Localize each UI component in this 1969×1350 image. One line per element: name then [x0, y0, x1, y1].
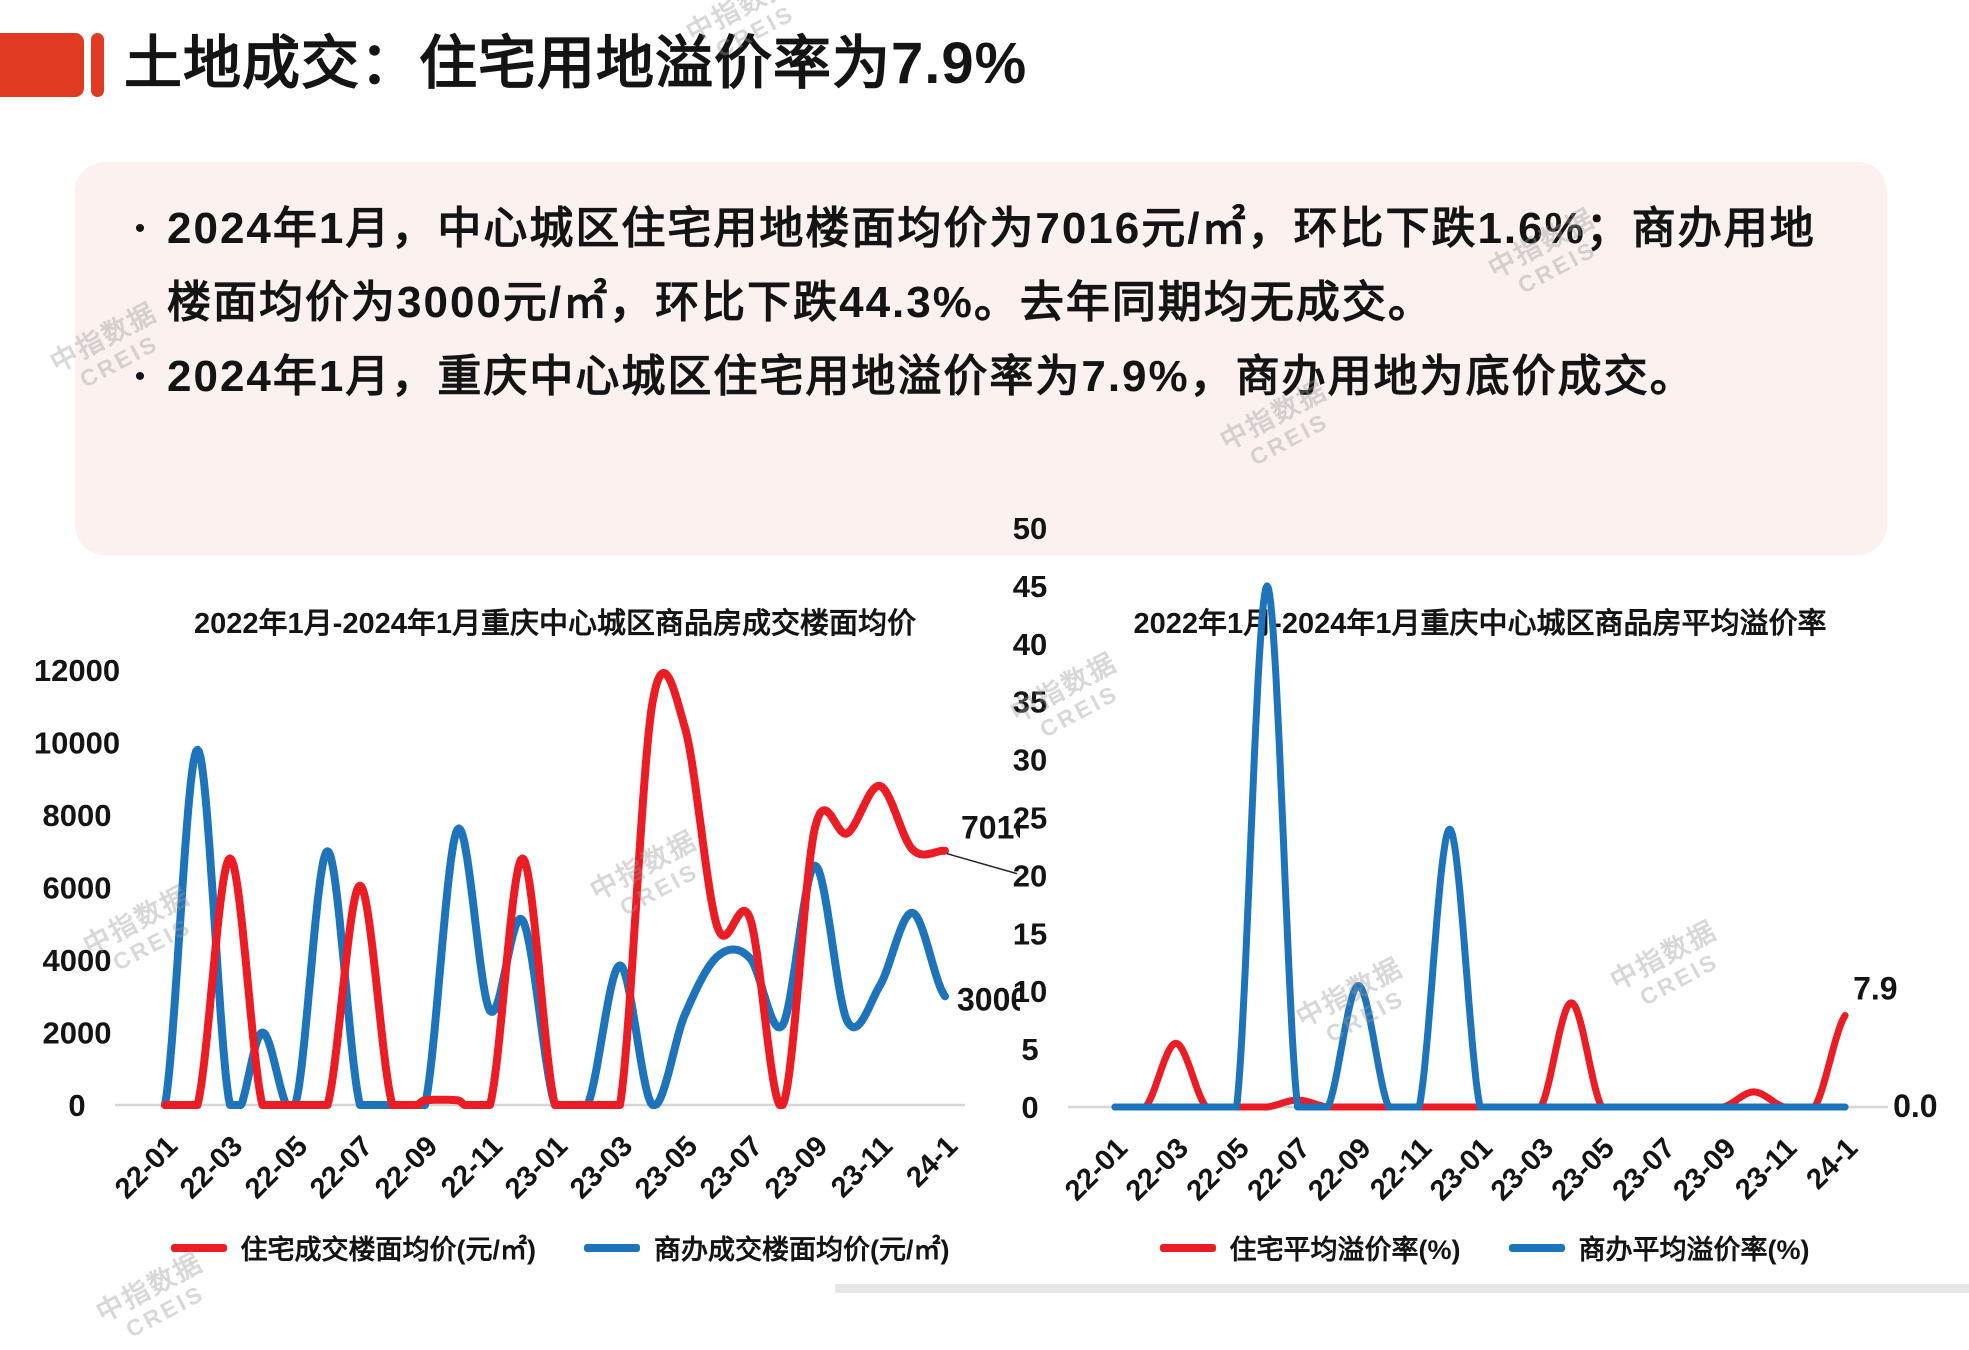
title-accent-bar — [91, 33, 104, 97]
svg-text:23-09: 23-09 — [759, 1130, 834, 1205]
svg-text:23-05: 23-05 — [629, 1130, 704, 1205]
svg-text:0: 0 — [1021, 1090, 1038, 1125]
chart-title-premium-rate: 2022年1月-2024年1月重庆中心城区商品房平均溢价率 — [1133, 608, 1827, 640]
svg-text:3000: 3000 — [957, 981, 1020, 1017]
svg-text:23-11: 23-11 — [1729, 1132, 1803, 1206]
svg-text:7.9: 7.9 — [1853, 971, 1897, 1007]
page-title: 土地成交：住宅用地溢价率为7.9% — [124, 31, 1028, 96]
svg-text:25: 25 — [1013, 801, 1047, 836]
svg-text:23-09: 23-09 — [1667, 1132, 1742, 1207]
svg-text:10: 10 — [1013, 974, 1047, 1009]
svg-text:23-01: 23-01 — [1424, 1132, 1499, 1207]
chart-title-floor-price: 2022年1月-2024年1月重庆中心城区商品房成交楼面均价 — [194, 608, 916, 640]
legend-floor-price: 住宅成交楼面均价(元/㎡) 商办成交楼面均价(元/㎡) — [60, 1228, 1060, 1267]
svg-text:10000: 10000 — [34, 726, 120, 761]
svg-text:7016: 7016 — [961, 810, 1020, 846]
legend-premium-rate: 住宅平均溢价率(%) 商办平均溢价率(%) — [1000, 1228, 1969, 1267]
legend-item: 商办成交楼面均价(元/㎡) — [584, 1228, 949, 1267]
svg-text:30: 30 — [1013, 743, 1047, 778]
svg-text:5: 5 — [1021, 1032, 1038, 1067]
svg-text:22-03: 22-03 — [174, 1130, 249, 1205]
svg-text:24-1: 24-1 — [1800, 1132, 1864, 1196]
legend-label-residential-premium: 住宅平均溢价率(%) — [1229, 1235, 1461, 1265]
svg-text:22-01: 22-01 — [1059, 1132, 1134, 1207]
bullet-item: • 2024年1月，重庆中心城区住宅用地溢价率为7.9%，商办用地为底价成交。 — [113, 340, 1817, 414]
svg-text:0: 0 — [68, 1088, 85, 1123]
footer-divider — [835, 1284, 1969, 1293]
svg-text:23-07: 23-07 — [694, 1130, 769, 1205]
svg-text:22-03: 22-03 — [1120, 1132, 1195, 1207]
svg-text:24-1: 24-1 — [900, 1130, 964, 1194]
svg-text:6000: 6000 — [43, 871, 112, 906]
svg-text:23-01: 23-01 — [499, 1130, 574, 1205]
bullet-text: 2024年1月，重庆中心城区住宅用地溢价率为7.9%，商办用地为底价成交。 — [167, 352, 1696, 401]
svg-text:22-07: 22-07 — [304, 1130, 379, 1205]
legend-item: 商办平均溢价率(%) — [1508, 1228, 1810, 1267]
svg-text:22-11: 22-11 — [435, 1130, 509, 1204]
legend-label-commercial-price: 商办成交楼面均价(元/㎡) — [654, 1235, 950, 1265]
legend-swatch-commercial-price — [584, 1243, 640, 1252]
svg-text:22-09: 22-09 — [369, 1130, 444, 1205]
svg-text:22-07: 22-07 — [1242, 1132, 1317, 1207]
svg-text:22-09: 22-09 — [1302, 1132, 1377, 1207]
svg-text:22-05: 22-05 — [239, 1130, 314, 1205]
legend-label-commercial-premium: 商办平均溢价率(%) — [1578, 1235, 1810, 1265]
svg-text:4000: 4000 — [43, 943, 112, 978]
svg-text:22-01: 22-01 — [109, 1130, 184, 1205]
legend-label-residential-price: 住宅成交楼面均价(元/㎡) — [240, 1235, 536, 1265]
svg-text:22-11: 22-11 — [1364, 1132, 1438, 1206]
chart-premium-rate: 0 5 10 15 20 25 30 35 40 45 50 22-0122-0322-0522-07… — [1013, 511, 1938, 1207]
svg-text:23-05: 23-05 — [1546, 1132, 1621, 1207]
svg-text:15: 15 — [1013, 916, 1047, 951]
svg-text:8000: 8000 — [43, 798, 112, 833]
svg-text:23-03: 23-03 — [1485, 1132, 1560, 1207]
legend-item: 住宅平均溢价率(%) — [1159, 1228, 1461, 1267]
svg-text:50: 50 — [1013, 511, 1047, 546]
title-accent-block — [0, 33, 84, 97]
legend-swatch-commercial-premium — [1508, 1243, 1565, 1252]
svg-text:2000: 2000 — [43, 1016, 112, 1051]
legend-swatch-residential-premium — [1159, 1243, 1216, 1252]
svg-text:22-05: 22-05 — [1181, 1132, 1256, 1207]
bullet-marker: • — [134, 212, 146, 245]
svg-text:23-07: 23-07 — [1607, 1132, 1682, 1207]
svg-text:40: 40 — [1013, 627, 1047, 662]
svg-text:20: 20 — [1013, 858, 1047, 893]
legend-item: 住宅成交楼面均价(元/㎡) — [170, 1228, 536, 1267]
summary-box: • 2024年1月，中心城区住宅用地楼面均价为7016元/㎡，环比下跌1.6%；… — [75, 162, 1887, 555]
svg-text:23-03: 23-03 — [564, 1130, 639, 1205]
bullet-item: • 2024年1月，中心城区住宅用地楼面均价为7016元/㎡，环比下跌1.6%；… — [113, 192, 1817, 340]
bullet-text: 2024年1月，中心城区住宅用地楼面均价为7016元/㎡，环比下跌1.6%；商办… — [167, 204, 1816, 327]
chart-floor-price: 02000400060008000100001200022-0122-0322-… — [34, 653, 1020, 1205]
svg-text:0.0: 0.0 — [1893, 1088, 1937, 1124]
svg-text:23-11: 23-11 — [825, 1130, 899, 1204]
legend-swatch-residential-price — [170, 1243, 227, 1252]
svg-text:35: 35 — [1013, 685, 1047, 720]
svg-text:12000: 12000 — [34, 653, 120, 688]
svg-text:45: 45 — [1013, 569, 1047, 604]
bullet-marker: • — [134, 360, 146, 393]
